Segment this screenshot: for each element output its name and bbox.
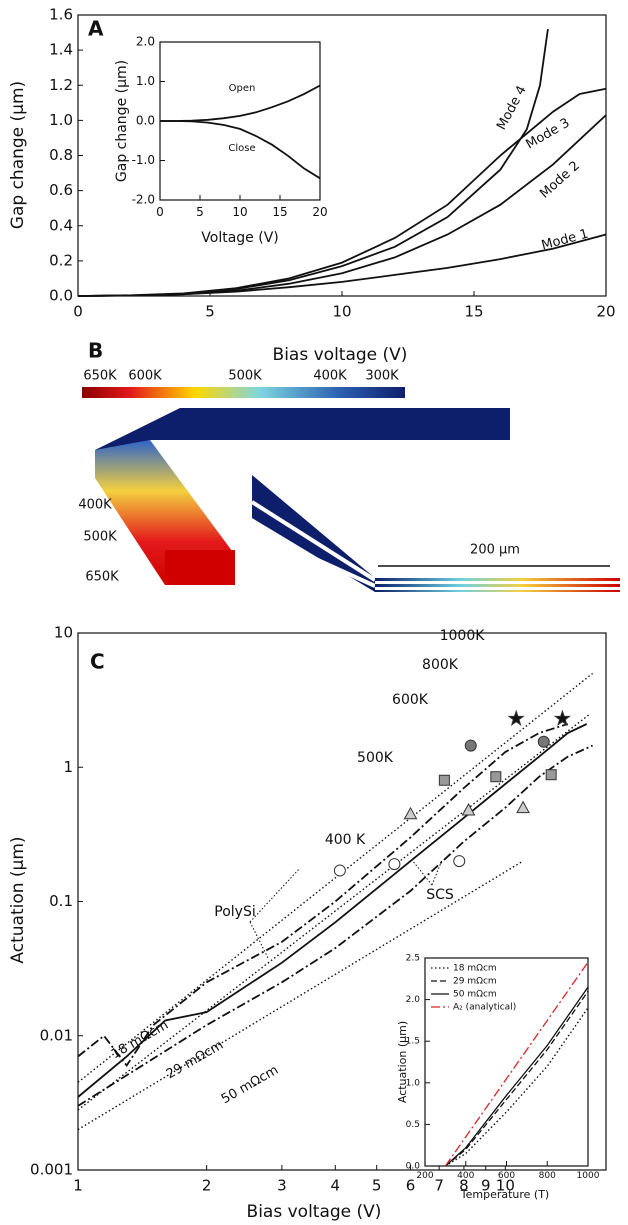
annotation: PolySi <box>214 904 255 920</box>
x-tick-label: 600 <box>498 1171 515 1181</box>
x-tick-label: 15 <box>464 302 483 320</box>
x-tick-label: 0 <box>73 302 83 320</box>
side-label: 500K <box>83 530 117 545</box>
colorbar-label: 500K <box>228 369 262 384</box>
y-axis-label: Actuation (μm) <box>396 1021 409 1103</box>
colorbar-label: 650K <box>83 369 117 384</box>
colorbar <box>82 387 405 398</box>
x-tick-label: 20 <box>596 302 615 320</box>
y-tick-label: 0.001 <box>30 1161 73 1179</box>
y-tick-label: -1.0 <box>132 153 155 167</box>
y-tick-label: 2.5 <box>406 954 420 964</box>
y-tick-label: 0.5 <box>406 1120 420 1130</box>
marker <box>389 859 400 870</box>
annotation: 400 K <box>325 832 366 848</box>
side-label: 400K <box>78 498 112 513</box>
x-tick-label: 4 <box>331 1176 341 1194</box>
annotation: 800K <box>422 657 459 673</box>
annotation: 600K <box>392 692 429 708</box>
wire <box>375 578 620 581</box>
y-tick-label: 0.2 <box>49 251 73 269</box>
x-tick-label: 1 <box>73 1176 83 1194</box>
series-label: Close <box>228 143 255 154</box>
series-label: Open <box>229 83 256 94</box>
y-tick-label: 1.4 <box>49 41 73 59</box>
marker <box>439 775 449 785</box>
y-tick-label: 1.0 <box>49 111 73 129</box>
y-tick-label: 1.0 <box>136 74 155 88</box>
thermal-panel: B 650K 600K 500K 400K 300K 400K 500K 650… <box>78 339 620 593</box>
y-tick-label: 0.6 <box>49 181 73 199</box>
gap <box>252 502 375 580</box>
x-tick-label: 1000 <box>577 1171 600 1181</box>
y-tick-label: 1 <box>63 758 73 776</box>
hot-base <box>165 550 235 585</box>
marker <box>538 736 549 747</box>
scale-label: 200 μm <box>470 543 520 558</box>
x-tick-label: 5 <box>372 1176 382 1194</box>
y-tick-label: 0.1 <box>49 892 73 910</box>
x-tick-label: 400 <box>457 1171 474 1181</box>
marker <box>334 865 345 876</box>
annotation: SCS <box>426 887 454 903</box>
legend-label: 29 mΩcm <box>453 977 497 987</box>
y-axis-label: Actuation (μm) <box>8 836 28 963</box>
marker <box>546 770 556 780</box>
y-tick-label: 0.0 <box>49 287 73 305</box>
x-axis-label: Bias voltage (V) <box>273 345 408 365</box>
x-tick-label: 20 <box>312 205 327 219</box>
x-tick-label: 800 <box>539 1171 556 1181</box>
x-axis-label: Voltage (V) <box>201 230 278 246</box>
x-tick-label: 3 <box>277 1176 287 1194</box>
x-tick-label: 5 <box>196 205 204 219</box>
y-axis-label: Gap change (μm) <box>8 81 28 229</box>
x-tick-label: 2 <box>202 1176 212 1194</box>
x-tick-label: 6 <box>406 1176 416 1194</box>
marker <box>454 856 465 867</box>
legend-label: A₂ (analytical) <box>453 1003 516 1013</box>
x-tick-label: 7 <box>434 1176 444 1194</box>
beam-top <box>252 475 375 592</box>
x-tick-label: 10 <box>332 302 351 320</box>
y-axis-label: Gap change (μm) <box>114 60 130 182</box>
y-tick-label: 2.0 <box>406 995 421 1005</box>
x-tick-label: 0 <box>156 205 164 219</box>
annotation: 500K <box>357 750 394 766</box>
plot-frame <box>425 958 588 1166</box>
colorbar-label: 400K <box>313 369 347 384</box>
annotation: 1000K <box>440 628 486 644</box>
y-tick-label: 10 <box>54 624 73 642</box>
panel-letter: C <box>90 650 105 674</box>
x-axis-label: Bias voltage (V) <box>247 1202 382 1222</box>
figure: B 650K 600K 500K 400K 300K 400K 500K 650… <box>0 0 628 1225</box>
y-tick-label: -2.0 <box>132 193 155 207</box>
y-tick-label: 0.8 <box>49 146 73 164</box>
y-tick-label: 0.4 <box>49 216 73 234</box>
y-tick-label: 0.0 <box>136 114 155 128</box>
marker <box>491 772 501 782</box>
y-tick-label: 0.01 <box>40 1026 73 1044</box>
x-tick-label: 200 <box>416 1171 433 1181</box>
panel-letter: B <box>88 339 103 363</box>
y-tick-label: 1.2 <box>49 76 73 94</box>
legend-label: 18 mΩcm <box>453 964 497 974</box>
y-tick-label: 2.0 <box>136 35 155 49</box>
x-tick-label: 15 <box>272 205 287 219</box>
side-label: 650K <box>85 570 119 585</box>
y-tick-label: 1.6 <box>49 6 73 24</box>
wire <box>375 590 620 592</box>
x-axis-label: Temperature (T) <box>460 1188 549 1201</box>
panel-letter: A <box>88 17 104 41</box>
colorbar-label: 300K <box>365 369 399 384</box>
y-tick-label: 0.0 <box>406 1162 421 1172</box>
marker <box>465 740 476 751</box>
x-tick-label: 5 <box>205 302 215 320</box>
legend-label: 50 mΩcm <box>453 990 497 1000</box>
wire <box>375 584 620 587</box>
x-tick-label: 10 <box>232 205 247 219</box>
colorbar-label: 600K <box>128 369 162 384</box>
